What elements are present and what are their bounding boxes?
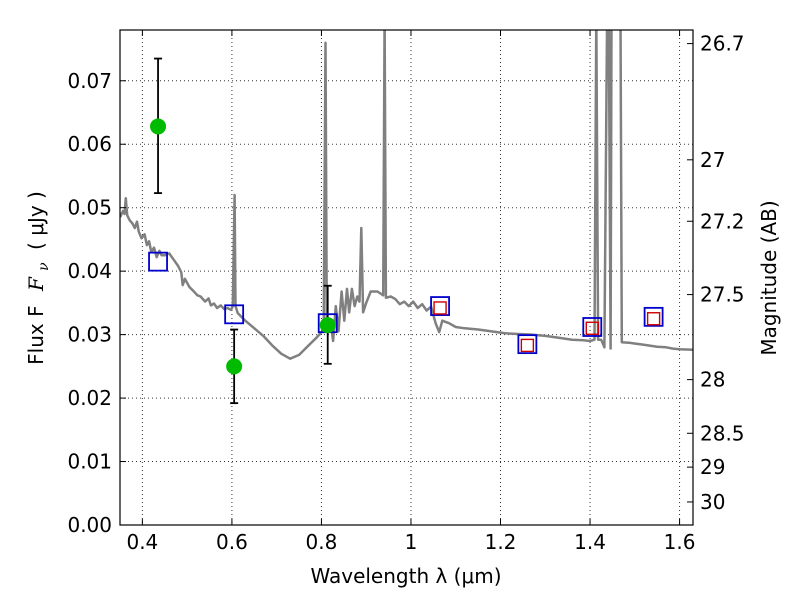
y2-tick-label: 30 xyxy=(700,490,725,514)
x-tick-label: 1.6 xyxy=(664,530,696,554)
blue-square-marker xyxy=(430,296,450,316)
y-tick-label: 0.05 xyxy=(67,196,112,220)
blue-square-marker xyxy=(148,251,168,272)
x-tick-label: 0.4 xyxy=(126,530,158,554)
x-axis: 0.4 0.6 0.8 1 1.2 1.4 1.6 xyxy=(126,30,695,554)
y-axis-title-subscript: ν xyxy=(36,262,52,271)
y-axis-title: Flux F F ν ( μJy ) xyxy=(24,191,53,365)
blue-square-marker xyxy=(643,306,664,327)
spectrum-layer xyxy=(120,30,693,360)
red-square-marker xyxy=(585,321,599,335)
x-tick-label: 1.4 xyxy=(574,530,606,554)
x-tick-label: 1 xyxy=(405,530,418,554)
y2-axis-title: Magnitude (AB) xyxy=(757,200,781,355)
x-tick-label: 1.2 xyxy=(485,530,517,554)
measurement-point xyxy=(319,317,336,334)
measurement-point xyxy=(150,118,167,135)
y-axis-title-symbol: F xyxy=(24,276,48,292)
y-tick-label: 0.07 xyxy=(67,69,112,93)
y2-tick-label: 26.7 xyxy=(700,32,745,56)
blue-square-marker xyxy=(517,334,538,355)
red-square-marker xyxy=(646,312,661,326)
grid xyxy=(120,30,693,525)
red-square-marker xyxy=(520,338,535,353)
x-tick-label: 0.8 xyxy=(306,530,338,554)
y-tick-label: 0.06 xyxy=(67,132,112,156)
y2-tick-label: 28 xyxy=(700,368,725,392)
x-tick-label: 0.6 xyxy=(216,530,248,554)
y2-tick-label: 27 xyxy=(700,148,725,172)
blue-square-marker xyxy=(224,304,245,325)
y-tick-label: 0.03 xyxy=(67,323,112,347)
y-axis-title-text: Flux F F ν ( μJy ) xyxy=(24,191,53,365)
y-axis-title-main: Flux F xyxy=(24,305,48,364)
measurement-point xyxy=(226,358,243,375)
plot-frame xyxy=(119,29,694,526)
y-tick-label: 0.00 xyxy=(67,513,112,537)
blue-square-marker xyxy=(582,317,603,337)
y2-tick-label: 28.5 xyxy=(700,421,745,445)
y-tick-label: 0.01 xyxy=(67,450,112,474)
errorbar-layer xyxy=(154,57,332,405)
y-axis-title-unit: ( μJy ) xyxy=(24,191,48,250)
y2-tick-label: 27.2 xyxy=(700,209,745,233)
y2-tick-label: 29 xyxy=(700,455,725,479)
red-square-marker xyxy=(433,301,447,315)
y-axis: 0.00 0.01 0.02 0.03 0.04 0.05 0.06 0.07 xyxy=(67,69,126,537)
y-tick-label: 0.04 xyxy=(67,259,112,283)
x-axis-title: Wavelength λ (μm) xyxy=(310,564,501,588)
y-tick-label: 0.02 xyxy=(67,386,112,410)
marker-layer xyxy=(148,118,664,375)
spectrum-line xyxy=(120,30,693,360)
y2-tick-label: 27.5 xyxy=(700,283,745,307)
y2-axis: 26.7 27 27.2 27.5 28 28.5 29 30 xyxy=(687,32,745,514)
